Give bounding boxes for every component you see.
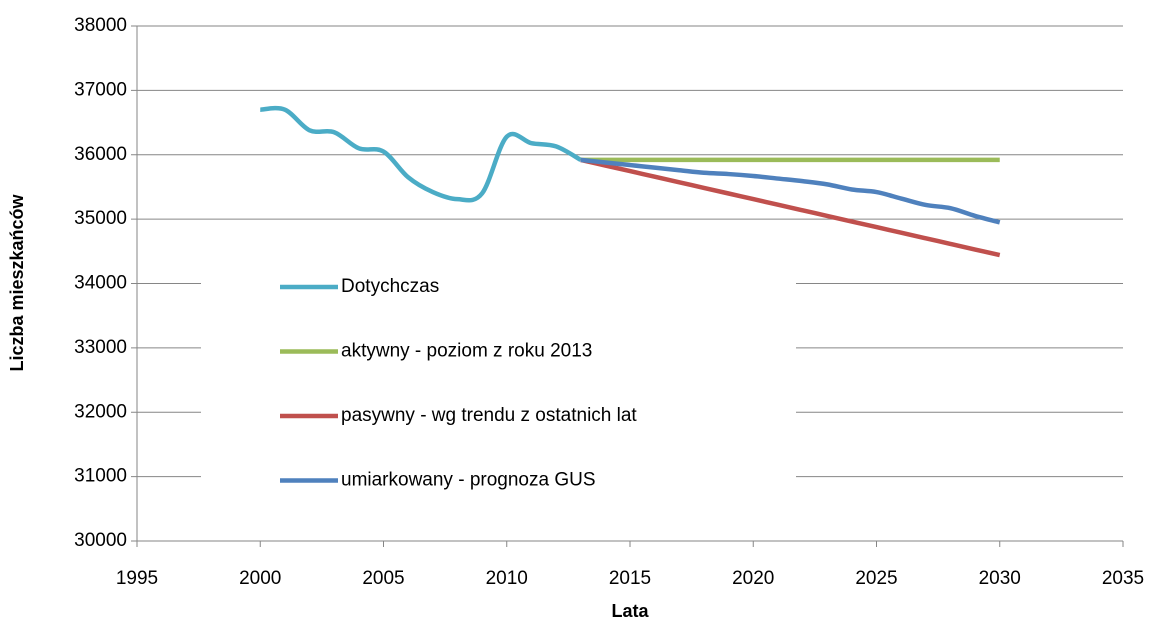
legend-label: pasywny - wg trendu z ostatnich lat — [341, 405, 637, 426]
x-tick-label: 2010 — [486, 568, 528, 589]
y-tick-label: 32000 — [74, 401, 127, 422]
x-tick-label: 1995 — [116, 568, 158, 589]
y-tick-label: 34000 — [74, 273, 127, 294]
x-tick-label: 2005 — [362, 568, 404, 589]
x-tick-label: 2015 — [609, 568, 651, 589]
legend-label: aktywny - poziom z roku 2013 — [341, 341, 592, 362]
y-tick-label: 31000 — [74, 466, 127, 487]
y-tick-label: 36000 — [74, 144, 127, 165]
x-axis-title: Lata — [611, 601, 649, 621]
y-tick-label: 33000 — [74, 337, 127, 358]
y-tick-label: 30000 — [74, 530, 127, 551]
y-axis-title: Liczba mieszkańców — [7, 193, 27, 371]
legend-label: Dotychczas — [341, 276, 439, 297]
series-line — [580, 157, 1001, 258]
legend-label: umiarkowany - prognoza GUS — [341, 470, 596, 491]
x-tick-label: 2035 — [1102, 568, 1144, 589]
y-tick-label: 35000 — [74, 208, 127, 229]
legend-box — [201, 257, 796, 511]
series-line — [260, 105, 582, 203]
x-tick-label: 2025 — [855, 568, 897, 589]
x-tick-label: 2000 — [239, 568, 281, 589]
x-tick-label: 2030 — [979, 568, 1021, 589]
y-tick-label: 37000 — [74, 79, 127, 100]
y-tick-label: 38000 — [74, 15, 127, 36]
series-line — [580, 157, 1001, 225]
x-tick-label: 2020 — [732, 568, 774, 589]
